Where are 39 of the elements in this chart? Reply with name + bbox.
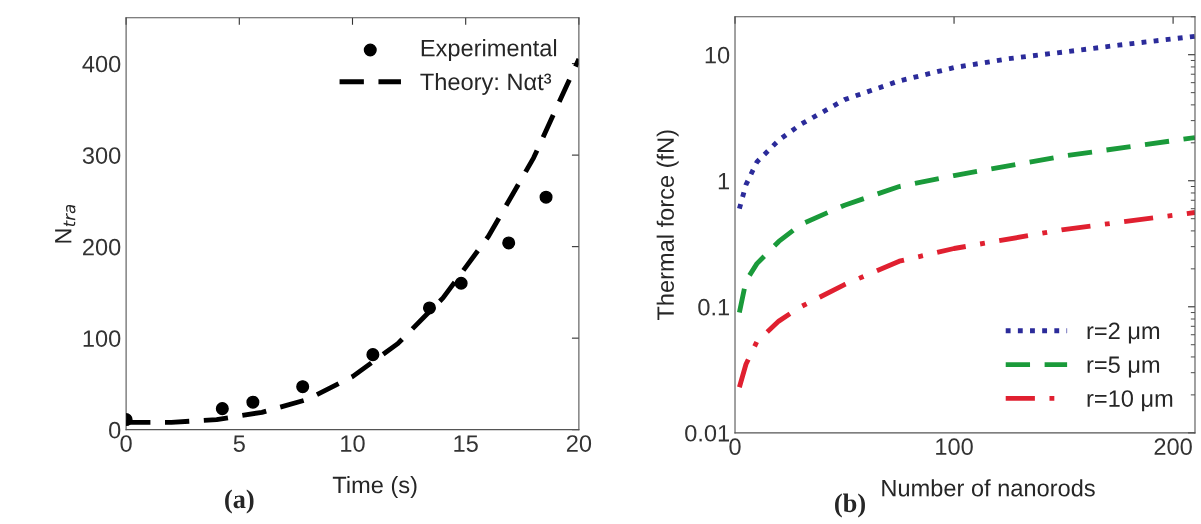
x-tick-label: 20	[566, 435, 592, 452]
x-axis-title: Number of nanorods	[882, 479, 1095, 497]
legend-label: Theory: Nαt³	[420, 72, 552, 95]
y-axis-title: N$_{tra}$	[55, 204, 76, 243]
x-tick-label: 10	[341, 435, 365, 452]
y-tick-label: 10	[705, 46, 730, 64]
x-tick-label: 100	[936, 438, 973, 456]
line-series	[736, 135, 1195, 315]
point	[296, 380, 310, 394]
y-tick-label: 0.1	[698, 298, 729, 316]
x-tick-label: 200	[1154, 438, 1192, 456]
legend-label: Experimental	[421, 39, 557, 62]
legend-label: r=5 μm	[1087, 356, 1160, 378]
point	[422, 301, 436, 315]
line-series	[736, 210, 1195, 390]
x-tick-label: 5	[233, 435, 245, 452]
point	[366, 348, 380, 362]
legend-label: r=2 μm	[1087, 322, 1160, 344]
point	[215, 402, 229, 416]
x-tick-label: 15	[454, 435, 478, 452]
y-tick-label: 400	[82, 55, 121, 73]
y-tick-label: 0	[109, 421, 121, 439]
point	[502, 236, 516, 250]
line-series	[736, 33, 1195, 212]
y-tick-label: 0.01	[685, 424, 729, 442]
legend-label: r=10 μm	[1087, 390, 1173, 412]
x-tick-label: 0	[729, 438, 741, 456]
point	[539, 190, 553, 204]
point	[246, 395, 260, 409]
y-tick-label: 200	[83, 238, 121, 256]
x-axis-title: Time (s)	[332, 476, 417, 498]
y-tick-label: 300	[82, 147, 121, 164]
x-tick-label: 0	[120, 435, 132, 452]
text: (b)	[835, 493, 865, 518]
y-axis-title: Thermal force (fN)	[656, 130, 679, 321]
y-tick-label: 1	[718, 173, 729, 190]
y-tick-label: 100	[83, 330, 121, 347]
point	[454, 276, 468, 290]
text: (a)	[225, 489, 254, 514]
